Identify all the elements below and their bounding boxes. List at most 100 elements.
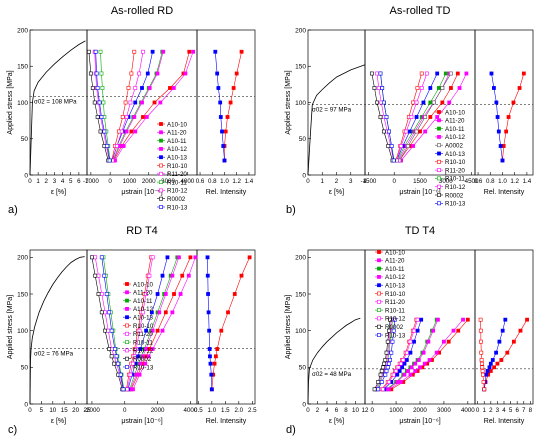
data-point-a10-13	[488, 361, 493, 366]
data-point-r10-13	[387, 129, 391, 134]
data-point-a10-12	[161, 49, 166, 54]
data-point-a10-10	[506, 115, 511, 119]
x-axis-label: μstrain [10⁻⁶]	[399, 189, 440, 196]
data-point-r11-20	[137, 71, 142, 76]
x-tick-label: -1000	[83, 178, 99, 185]
data-point-a10-10	[465, 317, 470, 322]
data-point-a10-10	[231, 86, 236, 90]
data-point-a10-13	[395, 372, 400, 377]
data-point-r10-10	[479, 358, 484, 362]
data-point-r10-10	[415, 86, 420, 90]
data-point-a10-12	[413, 361, 418, 366]
data-point-a10-10	[511, 339, 516, 344]
data-point-a10-10	[455, 71, 460, 76]
data-point-a10-13	[208, 354, 212, 359]
x-tick-label: 7	[85, 178, 89, 185]
data-point-a10-13	[496, 129, 501, 134]
series-line-a10-10	[131, 257, 191, 390]
data-point-r0002	[382, 361, 387, 366]
legend-item: R10-12	[167, 188, 188, 195]
legend-marker	[125, 348, 129, 353]
data-point-a10-12	[406, 369, 410, 373]
panel-title: TD T4	[405, 225, 435, 237]
data-point-a10-12	[170, 273, 175, 278]
data-point-r10-10	[482, 387, 487, 392]
data-point-r0002	[384, 350, 389, 355]
data-point-a10-12	[150, 328, 155, 333]
legend-marker	[159, 147, 163, 151]
y-axis-label: Applied stress [MPa]	[7, 295, 14, 359]
data-point-r10-10	[132, 49, 137, 54]
data-point-a10-10	[440, 100, 445, 105]
data-point-a10-13	[485, 369, 490, 373]
legend-marker	[159, 205, 163, 209]
data-point-r10-10	[123, 100, 128, 105]
x-tick-label: 4	[61, 178, 65, 185]
data-point-a10-10	[239, 49, 244, 54]
data-point-r10-13	[376, 387, 381, 392]
legend-item: A10-12	[385, 274, 406, 281]
legend-item: R10-11	[167, 179, 187, 186]
data-point-a11-20	[442, 339, 446, 344]
x-axis-label: Rel. Intensity	[484, 189, 525, 196]
x-tick-label: 2	[316, 407, 320, 414]
x-tick-label: 1.4	[523, 178, 532, 185]
legend-item: A10-13	[445, 151, 466, 158]
data-point-r10-10	[126, 86, 131, 90]
legend-marker	[377, 283, 381, 288]
data-point-a10-12	[132, 115, 137, 119]
data-point-r11-20	[404, 350, 409, 355]
data-point-r10-10	[481, 380, 486, 384]
data-point-a11-20	[137, 372, 142, 377]
data-point-r10-13	[116, 361, 121, 366]
data-point-a10-13	[205, 255, 210, 260]
legend-item: R0002	[167, 196, 186, 203]
legend-item: A10-13	[167, 155, 188, 162]
data-point-a10-13	[500, 158, 505, 163]
x-tick-label: 1	[321, 178, 325, 185]
legend-marker	[377, 266, 381, 271]
legend-marker	[159, 122, 163, 126]
y-tick-label: 0	[302, 401, 306, 408]
series-line-a10-10	[224, 51, 242, 161]
data-point-r10-13	[102, 273, 107, 278]
data-point-a10-13	[400, 365, 404, 370]
data-point-r10-10	[478, 328, 483, 333]
legend-item: A10-13	[133, 315, 154, 322]
x-axis-label: ε [%]	[51, 418, 66, 425]
data-point-a10-10	[492, 365, 497, 370]
data-point-a0002	[414, 129, 419, 134]
legend-marker	[377, 324, 381, 329]
data-point-a10-13	[215, 71, 220, 76]
data-point-r11-20	[134, 347, 139, 351]
legend-marker	[125, 365, 129, 369]
x-tick-label: 0	[370, 407, 374, 414]
x-tick-label: 0.8	[208, 178, 217, 185]
data-point-r10-10	[411, 100, 416, 105]
data-point-r11-20	[381, 387, 385, 392]
data-point-a10-10	[141, 115, 145, 119]
data-point-r10-12	[103, 310, 107, 315]
data-point-r0002	[96, 292, 101, 296]
legend-item: R10-12	[385, 316, 406, 323]
data-point-r10-10	[479, 339, 483, 344]
legend-item: R10-11	[445, 176, 465, 183]
data-point-a10-12	[140, 354, 145, 359]
data-point-a10-10	[168, 86, 172, 90]
data-point-r10-13	[390, 339, 395, 344]
legend-marker	[437, 126, 441, 131]
x-tick-label: 1.0	[208, 407, 217, 414]
data-point-r11-20	[404, 129, 409, 134]
data-point-r10-13	[93, 49, 98, 54]
x-tick-label: 5	[509, 407, 513, 414]
x-tick-label: 1000	[389, 407, 403, 414]
data-point-a10-13	[221, 144, 226, 148]
x-tick-label: 4000	[184, 407, 198, 414]
data-point-r10-13	[384, 115, 389, 119]
data-point-r11-20	[133, 86, 138, 90]
data-point-r11-20	[147, 273, 152, 278]
x-tick-label: 15	[61, 407, 68, 414]
data-point-a10-13	[490, 358, 495, 362]
data-point-a10-10	[504, 129, 509, 134]
yield-stress-label: σ02 = 48 MPa	[312, 371, 352, 378]
